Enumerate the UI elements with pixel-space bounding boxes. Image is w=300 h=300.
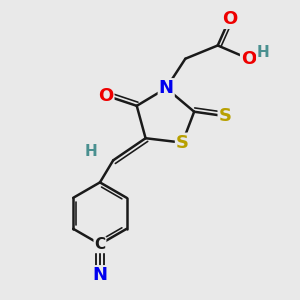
- Text: O: O: [98, 86, 113, 104]
- Text: O: O: [222, 10, 237, 28]
- Text: N: N: [159, 79, 174, 97]
- Text: H: H: [257, 45, 270, 60]
- Text: S: S: [176, 134, 189, 152]
- Text: C: C: [94, 237, 106, 252]
- Text: O: O: [241, 50, 256, 68]
- Text: N: N: [92, 266, 107, 284]
- Text: H: H: [85, 144, 98, 159]
- Text: S: S: [219, 107, 232, 125]
